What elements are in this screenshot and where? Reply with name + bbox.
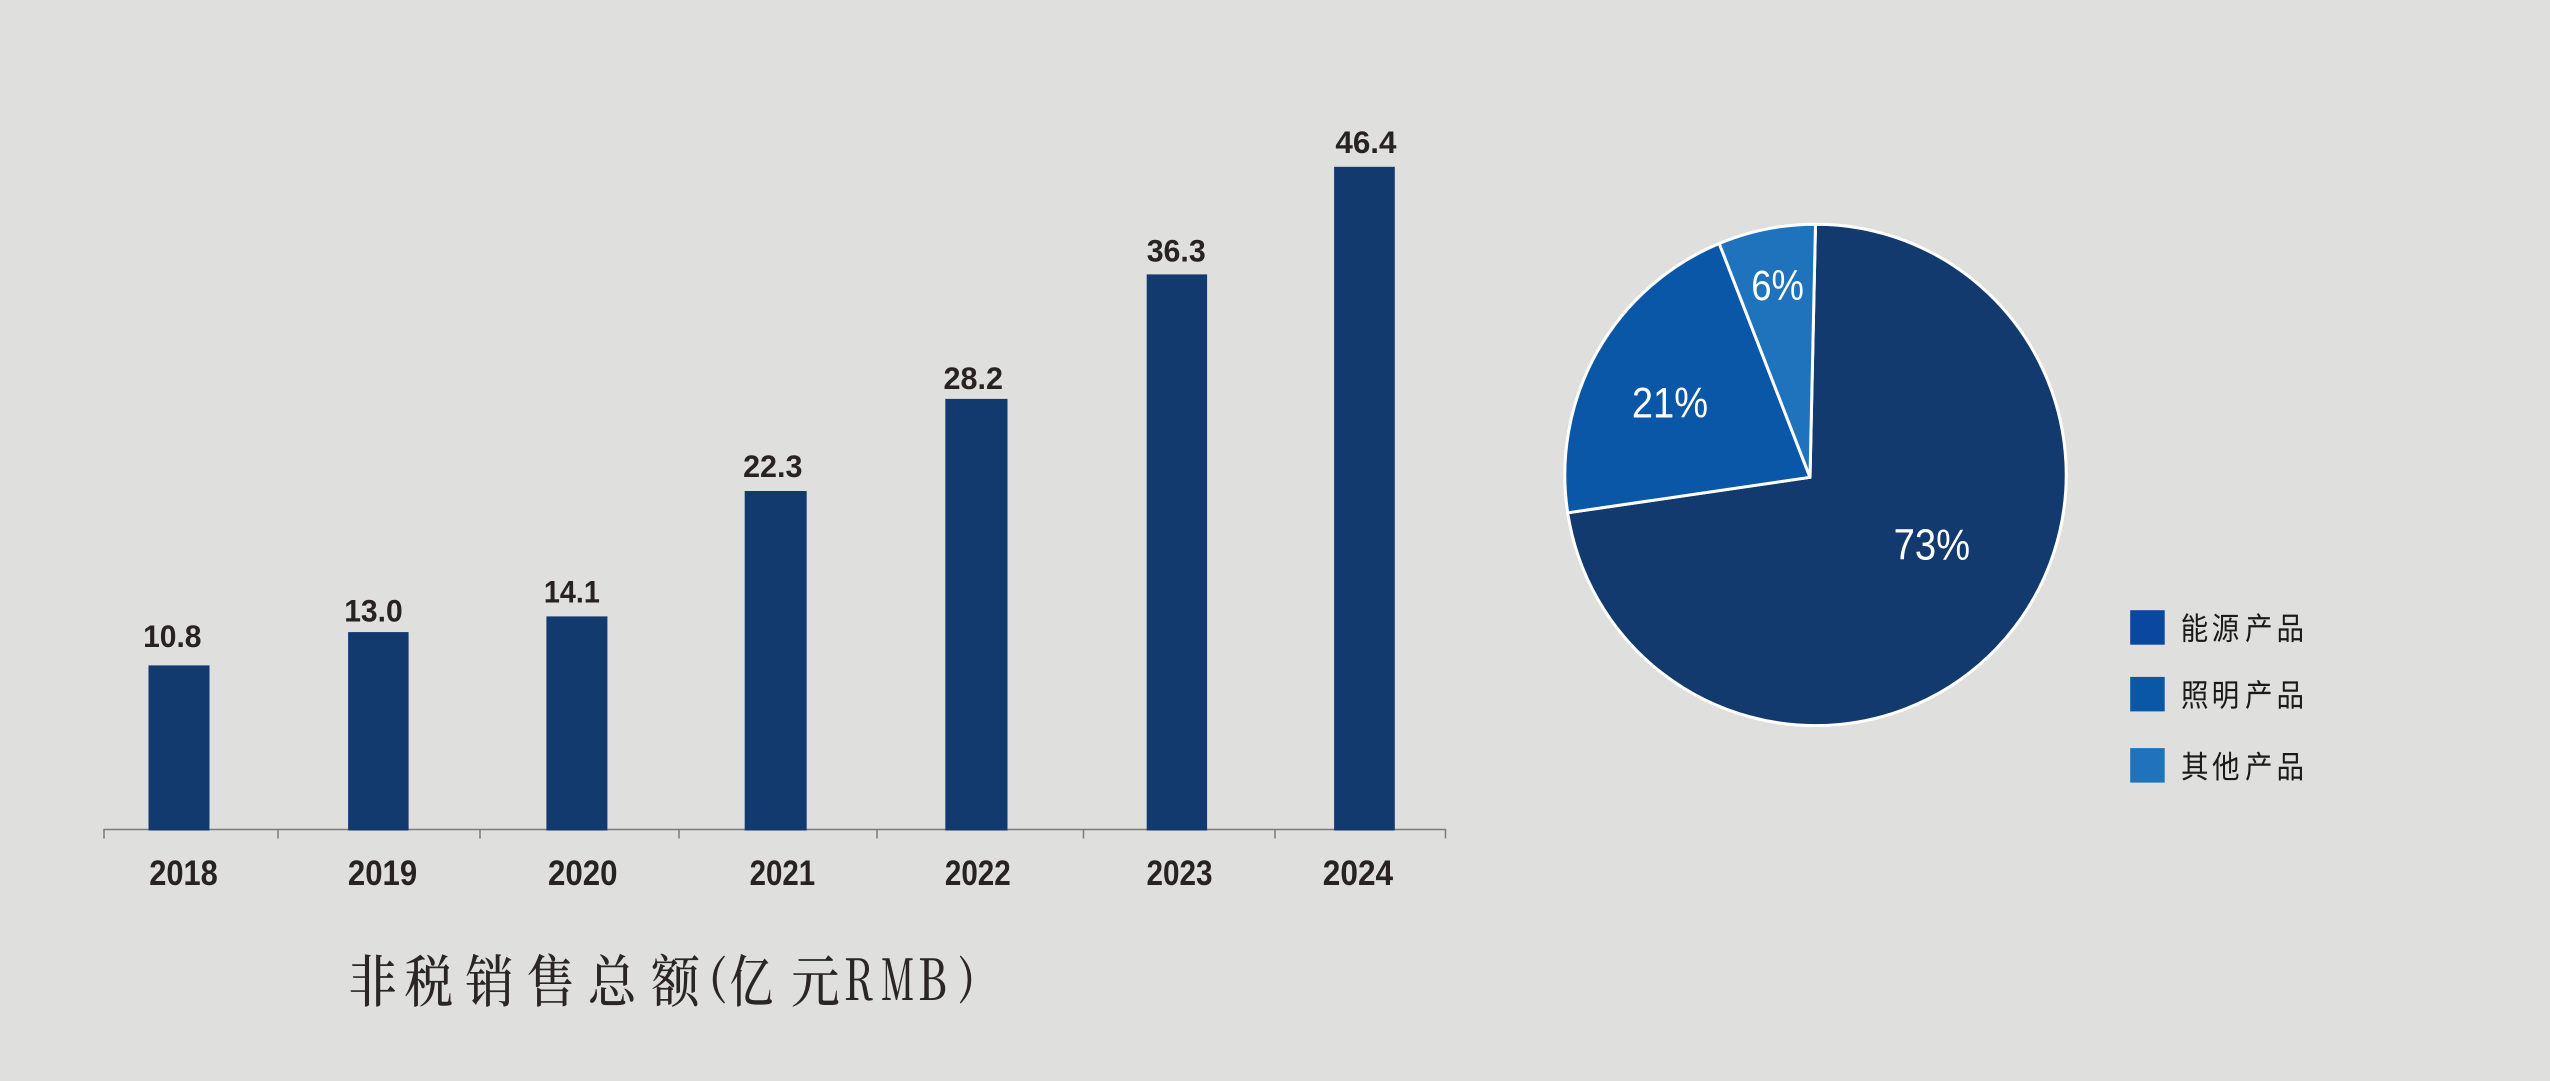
svg-text:2018: 2018 (149, 854, 218, 893)
svg-text:36.3: 36.3 (1147, 233, 1206, 269)
svg-text:13.0: 13.0 (344, 593, 403, 629)
svg-text:10.8: 10.8 (143, 618, 201, 654)
svg-text:73%: 73% (1894, 521, 1971, 569)
svg-text:6%: 6% (1751, 262, 1804, 310)
svg-text:21%: 21% (1632, 379, 1708, 427)
svg-text:46.4: 46.4 (1335, 124, 1397, 160)
svg-text:14.1: 14.1 (544, 574, 600, 610)
svg-text:2019: 2019 (348, 854, 417, 893)
svg-text:2022: 2022 (945, 854, 1011, 893)
svg-text:2020: 2020 (548, 854, 618, 893)
svg-text:2021: 2021 (750, 854, 816, 893)
svg-text:28.2: 28.2 (944, 360, 1004, 396)
svg-text:2023: 2023 (1147, 854, 1213, 893)
svg-text:2024: 2024 (1323, 854, 1394, 893)
svg-text:22.3: 22.3 (743, 448, 802, 484)
